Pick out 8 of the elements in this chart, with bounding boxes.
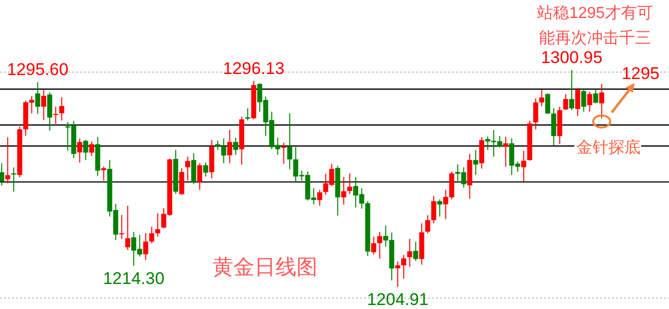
annotation: 1296.13 bbox=[222, 58, 284, 78]
annotation: 1204.91 bbox=[366, 290, 428, 309]
text: 黄金日线图 bbox=[212, 256, 318, 279]
annotation: 1295.60 bbox=[6, 60, 68, 80]
text: 1295 bbox=[622, 64, 660, 83]
annotation: 1214.30 bbox=[102, 268, 164, 288]
annotation: 1300.95 bbox=[540, 48, 602, 67]
text: 站稳1295才有可能再次冲击千三 bbox=[537, 5, 653, 47]
